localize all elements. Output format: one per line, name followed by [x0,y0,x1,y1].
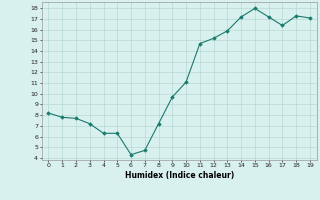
X-axis label: Humidex (Indice chaleur): Humidex (Indice chaleur) [124,171,234,180]
